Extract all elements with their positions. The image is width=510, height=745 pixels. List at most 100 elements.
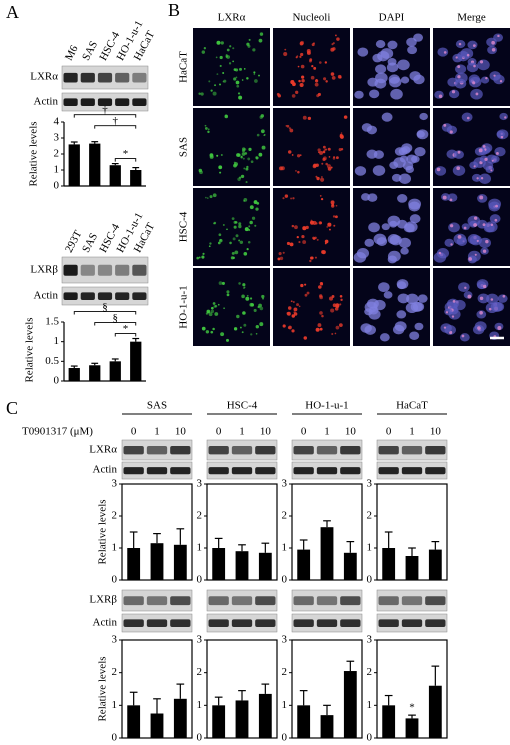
lxr-signal <box>243 287 245 289</box>
lxr-signal <box>209 154 214 159</box>
blot-band <box>340 467 361 475</box>
lxr-signal <box>254 79 258 83</box>
group-label: HSC-4 <box>227 400 258 412</box>
row-label: HSC-4 <box>178 211 190 242</box>
lxr-signal <box>212 327 215 331</box>
micrograph <box>273 108 350 186</box>
blot-band <box>115 264 130 276</box>
nucleolus-signal <box>334 332 337 335</box>
bar <box>405 718 419 738</box>
nucleus <box>477 293 490 304</box>
lxr-signal <box>240 156 243 159</box>
nucleolus-signal <box>318 61 322 64</box>
blot-band <box>316 619 338 627</box>
y-tick-label: 0 <box>54 375 60 387</box>
lxr-signal <box>232 47 235 50</box>
nucleolus-signal <box>316 238 319 241</box>
nucleolus-signal <box>321 314 324 318</box>
blot-band <box>146 596 168 606</box>
micrograph <box>273 188 350 266</box>
nucleolus-signal <box>290 197 293 200</box>
nucleus <box>434 166 447 176</box>
nucleolus-signal <box>286 124 290 128</box>
y-tick-label: 3 <box>367 478 373 490</box>
blot-band <box>170 619 191 627</box>
lxr-signal <box>233 220 237 224</box>
nucleus <box>368 222 380 233</box>
merge-signal <box>494 218 498 222</box>
nucleolus-signal <box>301 234 305 239</box>
micrograph <box>433 188 510 266</box>
micrograph <box>353 268 430 346</box>
bar <box>130 341 142 381</box>
nucleolus-signal <box>299 82 304 88</box>
nucleolus-signal <box>287 150 292 154</box>
bar <box>382 705 396 738</box>
blot-band <box>97 72 113 83</box>
blot-band <box>293 446 314 455</box>
nucleus <box>409 71 421 81</box>
y-tick-label: 2 <box>282 666 288 678</box>
lxr-signal <box>241 294 245 299</box>
lxr-signal <box>259 322 264 327</box>
bar <box>320 527 334 580</box>
merge-signal <box>450 243 453 246</box>
lxr-signal <box>229 45 232 48</box>
nucleus <box>367 193 378 202</box>
micrograph <box>273 28 350 106</box>
nucleolus-signal <box>319 151 324 155</box>
nucleolus-signal <box>312 237 316 240</box>
row-label: HaCaT <box>178 51 190 83</box>
merge-signal <box>457 150 461 154</box>
blot-band <box>97 98 113 106</box>
lxr-signal <box>241 152 246 156</box>
blot-band <box>132 264 147 276</box>
nucleolus-signal <box>331 76 336 80</box>
nucleolus-signal <box>287 326 290 330</box>
dose-label: 1 <box>239 426 245 438</box>
nucleus <box>372 165 386 176</box>
y-tick-label: 3 <box>282 478 288 490</box>
micrograph <box>193 28 270 106</box>
merge-signal <box>458 42 462 46</box>
nucleolus-signal <box>319 327 323 331</box>
merge-signal <box>464 286 467 290</box>
nucleolus-signal <box>312 164 317 169</box>
nucleolus-signal <box>291 224 295 228</box>
blot-band <box>378 596 399 606</box>
lxr-signal <box>233 225 237 229</box>
nucleolus-signal <box>309 256 314 260</box>
blot-band <box>80 72 95 83</box>
nucleus <box>409 214 421 224</box>
nucleus <box>398 237 411 249</box>
nucleus <box>466 62 479 73</box>
blot-band <box>170 446 191 455</box>
merge-signal <box>473 216 478 220</box>
lxr-signal <box>234 68 239 72</box>
nucleolus-signal <box>304 283 307 286</box>
merge-signal <box>476 239 479 243</box>
merge-signal <box>495 204 498 208</box>
micrograph-background <box>193 268 270 346</box>
micrograph-background <box>273 28 350 106</box>
lxr-signal <box>242 157 245 160</box>
lxr-signal <box>246 248 249 251</box>
nucleus <box>489 214 501 224</box>
blot-band <box>80 264 95 276</box>
lxr-signal <box>249 205 254 210</box>
nucleolus-signal <box>290 80 295 85</box>
merge-signal <box>484 157 488 162</box>
nucleolus-signal <box>331 295 335 298</box>
nucleolus-signal <box>307 116 312 121</box>
lxr-signal <box>236 84 240 88</box>
nucleus <box>369 89 380 99</box>
nucleus <box>485 165 494 174</box>
nucleus <box>406 154 418 164</box>
nucleolus-signal <box>298 79 301 83</box>
lxr-signal <box>260 114 265 118</box>
nucleolus-signal <box>296 154 301 158</box>
nucleus <box>387 40 398 50</box>
lxr-signal <box>231 251 235 255</box>
lxr-signal <box>239 326 242 329</box>
blot-band <box>208 467 229 475</box>
